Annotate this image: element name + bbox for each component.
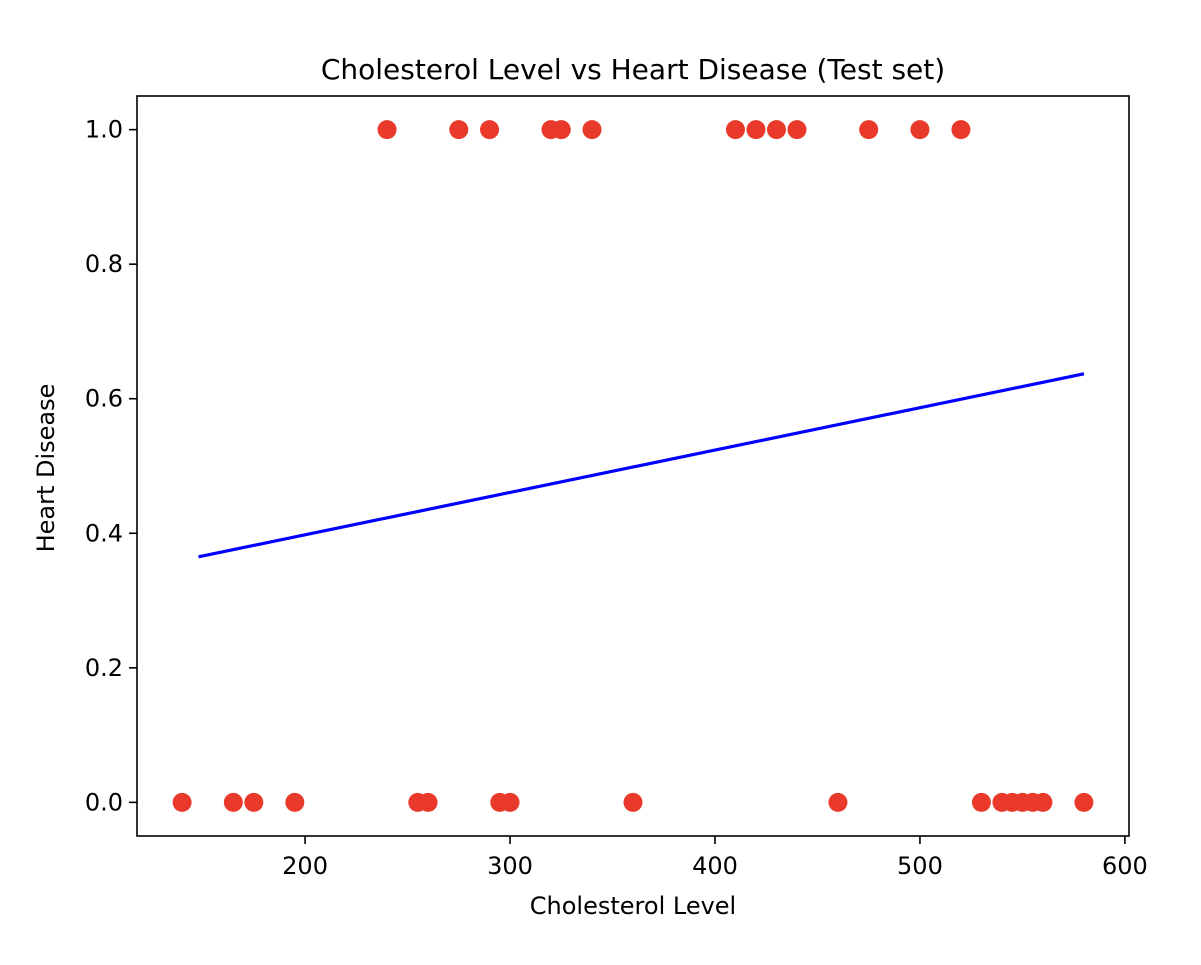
x-tick-label: 300 — [487, 852, 533, 880]
scatter-point — [480, 120, 500, 140]
y-tick-label: 0.0 — [85, 788, 123, 816]
scatter-point — [1074, 792, 1094, 812]
y-tick-label: 0.2 — [85, 654, 123, 682]
scatter-point — [971, 792, 991, 812]
scatter-point — [1033, 792, 1053, 812]
regression-line — [198, 372, 1085, 559]
x-tick-label: 400 — [692, 852, 738, 880]
scatter-point — [377, 120, 397, 140]
scatter-point — [285, 792, 305, 812]
scatter-point — [859, 120, 879, 140]
scatter-point — [787, 120, 807, 140]
scatter-point — [500, 792, 520, 812]
scatter-point — [910, 120, 930, 140]
plot-area: 200 300 400 500 600 0.0 0.2 0.4 0.6 0.8 1.0 — [85, 116, 1148, 880]
scatter-point — [951, 120, 971, 140]
scatter-point — [244, 792, 264, 812]
x-tick-label: 600 — [1102, 852, 1148, 880]
scatter-point — [828, 792, 848, 812]
y-tick-label: 1.0 — [85, 116, 123, 144]
y-tick-label: 0.6 — [85, 385, 123, 413]
scatter-point — [582, 120, 602, 140]
x-axis-label: Cholesterol Level — [530, 892, 736, 920]
scatter-point — [418, 792, 438, 812]
x-tick-label: 200 — [282, 852, 328, 880]
y-axis-label: Heart Disease — [32, 384, 60, 553]
scatter-point — [725, 120, 745, 140]
scatter-point — [223, 792, 243, 812]
y-tick-label: 0.8 — [85, 250, 123, 278]
scatter-point — [449, 120, 469, 140]
plot-frame — [136, 95, 1130, 837]
scatter-point — [766, 120, 786, 140]
scatter-point — [551, 120, 571, 140]
scatter-point — [172, 792, 192, 812]
x-tick-label: 500 — [897, 852, 943, 880]
scatter-point — [746, 120, 766, 140]
scatter-point — [623, 792, 643, 812]
y-tick-label: 0.4 — [85, 519, 123, 547]
chart-title: Cholesterol Level vs Heart Disease (Test… — [321, 53, 945, 86]
